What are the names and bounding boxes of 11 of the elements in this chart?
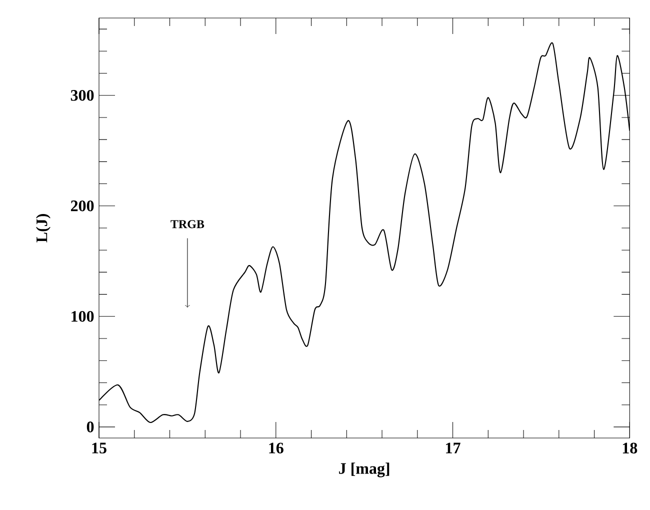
x-tick-label: 18: [622, 442, 638, 454]
y-tick-label: 0: [86, 422, 94, 432]
y-tick-label: 100: [72, 311, 94, 322]
y-axis-title: L(J): [36, 214, 50, 242]
x-tick-label: 17: [446, 442, 460, 454]
y-tick-label: 200: [70, 200, 94, 212]
annotation: TRGB: [170, 220, 204, 228]
x-tick-label: 15: [92, 442, 106, 454]
x-tick-label: 16: [269, 442, 284, 454]
y-tick-label: 300: [70, 90, 94, 101]
x-axis-title: J [mag]: [339, 462, 390, 478]
